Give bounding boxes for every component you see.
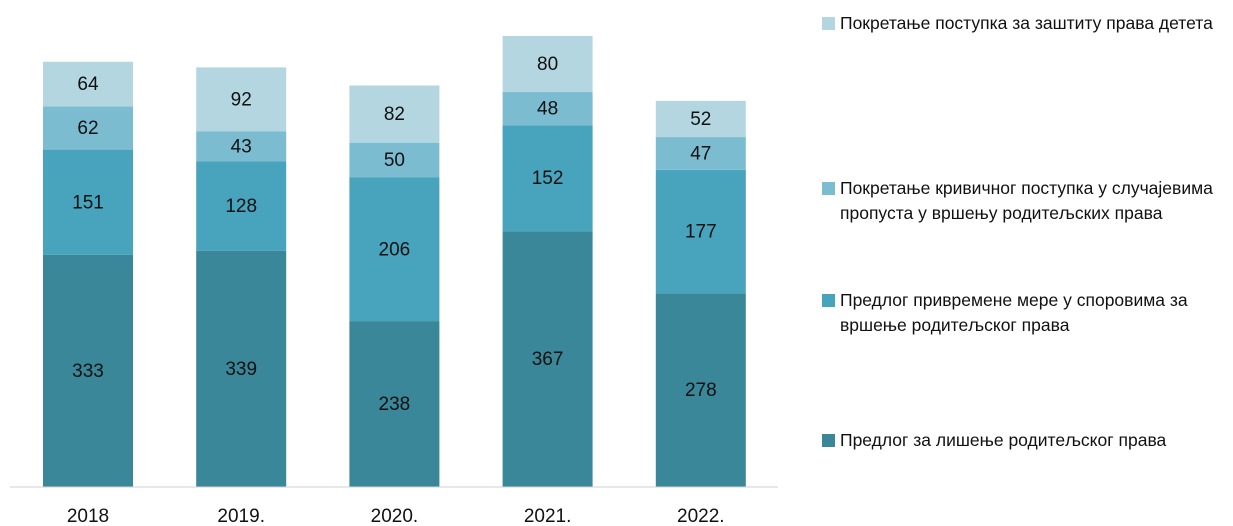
- bar-segment: [655, 293, 746, 487]
- data-label: 82: [384, 104, 405, 125]
- bar-segment: [349, 142, 440, 178]
- data-label: 47: [690, 143, 711, 164]
- bar-segment: [196, 67, 287, 132]
- bar-segment: [349, 85, 440, 143]
- x-tick-label: 2021.: [524, 506, 572, 526]
- bar-segment: [655, 169, 746, 294]
- legend-swatch: [822, 434, 835, 447]
- x-tick-label: 2022.: [677, 506, 725, 526]
- bar-segment: [349, 177, 440, 322]
- bar-segment: [43, 149, 133, 255]
- legend-label: Предлог привремене мере у споровима за в…: [840, 290, 1188, 335]
- legend-item: Покретање поступка за заштиту права дете…: [822, 11, 1227, 36]
- legend-label: Покретање поступка за заштиту права дете…: [840, 13, 1213, 33]
- bar-segment: [655, 100, 746, 138]
- x-tick-label: 2020.: [371, 506, 419, 526]
- data-label: 177: [685, 222, 717, 243]
- data-label: 339: [225, 359, 257, 380]
- legend-swatch: [822, 17, 835, 30]
- bar-segment: [502, 36, 593, 92]
- legend-item: Покретање кривичног поступка у случајеви…: [822, 176, 1227, 226]
- data-label: 152: [532, 168, 564, 189]
- data-label: 206: [379, 239, 411, 260]
- x-tick-label: 2019.: [217, 506, 265, 526]
- legend-swatch: [822, 182, 835, 195]
- bar-segment: [196, 131, 287, 162]
- data-label: 128: [225, 196, 257, 217]
- data-label: 367: [532, 349, 564, 370]
- bar-segment: [43, 61, 133, 107]
- data-label: 62: [77, 118, 98, 139]
- bar-segment: [655, 137, 746, 170]
- bar-segment: [502, 125, 593, 232]
- data-label: 151: [72, 192, 104, 213]
- data-label: 238: [379, 394, 411, 415]
- legend-item: Предлог привремене мере у споровима за в…: [822, 288, 1227, 338]
- bar-segment: [43, 254, 133, 487]
- data-label: 43: [231, 137, 252, 158]
- data-label: 50: [384, 150, 405, 171]
- data-label: 80: [537, 54, 558, 75]
- bar-segment: [43, 106, 133, 150]
- bar-segment: [196, 161, 287, 251]
- data-label: 48: [537, 99, 558, 120]
- legend-swatch: [822, 294, 835, 307]
- data-label: 52: [690, 109, 711, 130]
- data-label: 278: [685, 380, 717, 401]
- data-label: 333: [72, 361, 104, 382]
- bar-segment: [349, 321, 440, 487]
- legend-label: Покретање кривичног поступка у случајеви…: [840, 178, 1213, 223]
- legend-item: Предлог за лишење родитељског права: [822, 428, 1227, 453]
- plot: 333 151 62 64 2018 339 128 43 92 2019. 238 206 50 82 2…: [10, 36, 778, 526]
- data-label: 92: [231, 89, 252, 110]
- bar-segment: [502, 231, 593, 487]
- x-tick-label: 2018: [67, 506, 109, 526]
- legend-label: Предлог за лишење родитељског права: [840, 430, 1167, 450]
- data-label: 64: [77, 74, 99, 95]
- bar-segment: [196, 250, 287, 487]
- bar-segment: [502, 91, 593, 126]
